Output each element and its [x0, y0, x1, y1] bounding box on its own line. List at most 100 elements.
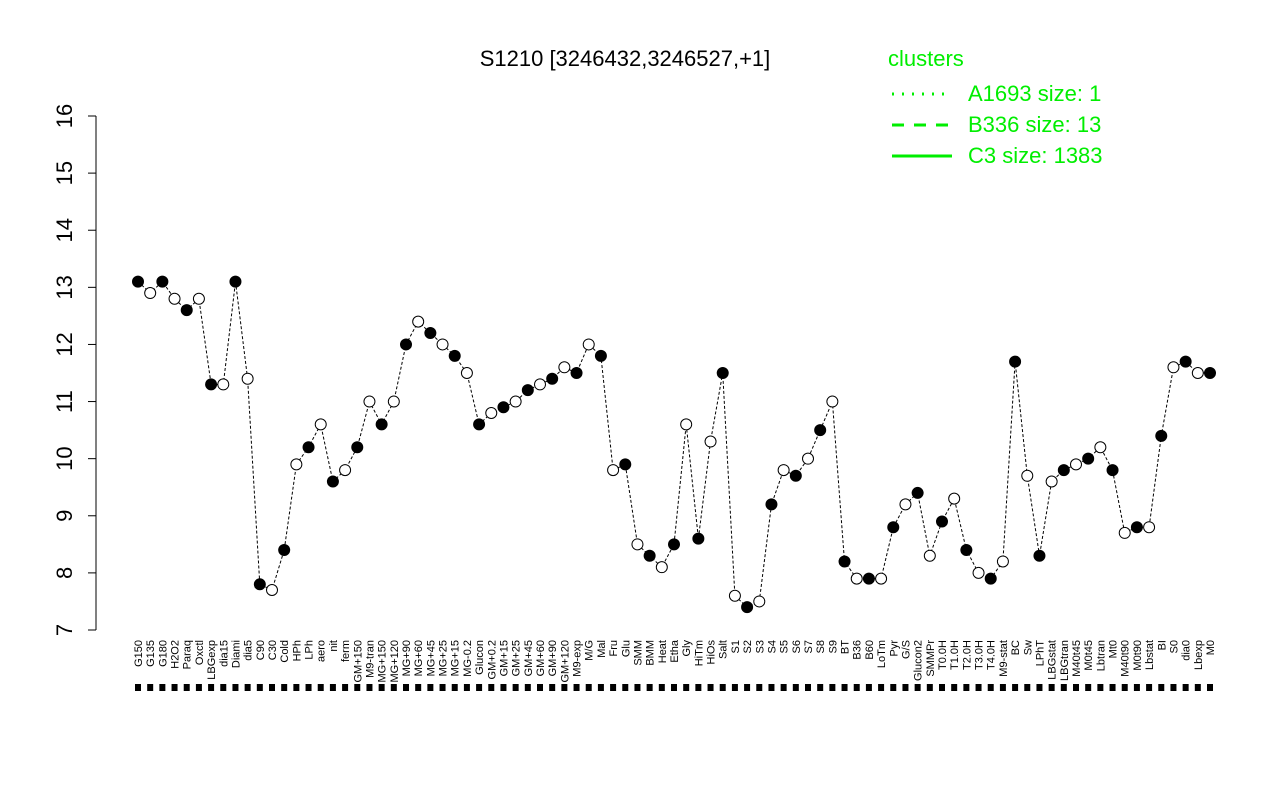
data-point: [180, 304, 193, 317]
x-tick-label: GM+150: [352, 640, 364, 683]
data-point: [351, 441, 364, 454]
rug-marker: [1048, 684, 1055, 691]
data-point: [887, 521, 900, 534]
x-tick-label: HiOs: [706, 640, 718, 665]
data-point: [802, 452, 814, 465]
rug-marker: [256, 684, 263, 691]
data-point: [375, 418, 388, 431]
rug-marker: [744, 684, 751, 691]
data-point: [631, 538, 644, 551]
data-point: [497, 401, 510, 414]
data-point: [668, 538, 680, 551]
rug-marker: [951, 684, 958, 691]
rug-marker: [756, 684, 763, 691]
rug-marker: [1158, 684, 1165, 691]
rug-marker: [646, 684, 653, 691]
data-point: [607, 464, 620, 477]
x-tick-label: T4.0H: [986, 640, 998, 670]
data-point: [1118, 526, 1131, 539]
rug-marker: [1012, 684, 1019, 691]
x-tick-labels: G150 G135 G180 H2O2 Paraq Oxctl LBGexp dia15 Dia…: [133, 639, 1217, 691]
x-tick-label: S2: [742, 640, 754, 653]
rug-marker: [378, 684, 385, 691]
rug-marker: [488, 684, 495, 691]
rug-marker: [865, 684, 872, 691]
x-tick-label: M0t45: [1083, 640, 1095, 671]
rug-marker: [329, 684, 336, 691]
data-point: [692, 532, 705, 545]
series-line: [137, 280, 1210, 608]
data-point: [862, 572, 875, 585]
x-tick-label: G/S: [900, 640, 912, 659]
rug-marker: [1182, 684, 1189, 691]
rug-marker: [147, 684, 154, 691]
data-point: [229, 275, 242, 288]
x-tick-label: Lbexp: [1193, 640, 1205, 670]
x-tick-label: B36: [852, 640, 864, 660]
rug-marker: [1097, 684, 1104, 691]
x-tick-label: aero: [316, 640, 328, 662]
rug-marker: [135, 684, 141, 691]
legend-label-c3: C3 size: 1383: [968, 143, 1103, 168]
rug-marker: [829, 684, 836, 691]
x-tick-label: Gly: [681, 640, 693, 657]
x-tick-label: Mt0: [1108, 640, 1120, 658]
rug-marker: [244, 684, 251, 691]
rug-marker: [597, 684, 604, 691]
x-tick-label: S5: [779, 640, 791, 653]
data-point: [765, 498, 778, 511]
x-tick-label: Fru: [608, 640, 620, 657]
x-tick-label: B60: [864, 640, 876, 660]
rug-marker: [939, 684, 945, 691]
rug-marker: [683, 684, 690, 691]
x-tick-label: nit: [328, 640, 340, 652]
data-point: [850, 572, 863, 585]
x-tick-label: S4: [766, 640, 778, 653]
data-point: [655, 561, 668, 574]
y-tick-label: 12: [52, 332, 77, 356]
data-point: [412, 315, 425, 328]
x-tick-label: dia15: [218, 640, 230, 667]
y-tick-label: 11: [52, 390, 77, 413]
data-point: [156, 275, 169, 288]
rug-marker: [707, 684, 714, 691]
data-point: [314, 418, 327, 431]
x-tick-label: Glu: [620, 640, 632, 657]
data-point: [936, 515, 948, 528]
x-tick-label: G150: [133, 640, 145, 667]
rug-marker: [731, 684, 738, 691]
rug-marker: [841, 684, 848, 691]
x-tick-label: Diami: [230, 640, 242, 668]
rug-marker: [342, 684, 349, 691]
rug-marker: [622, 684, 629, 691]
data-point: [741, 601, 754, 614]
rug-marker: [451, 684, 458, 691]
x-tick-label: M40t90: [1120, 640, 1132, 677]
rug-marker: [975, 684, 982, 691]
data-point: [984, 572, 997, 585]
data-point: [278, 544, 291, 557]
data-point: [132, 275, 144, 288]
rug-marker: [890, 684, 897, 691]
data-point: [1191, 367, 1204, 379]
x-tick-label: MG+150: [377, 640, 389, 683]
data-point: [728, 589, 741, 602]
x-tick-label: T1.0H: [949, 640, 961, 670]
data-point: [436, 338, 449, 351]
rug-marker: [1024, 684, 1031, 691]
x-tick-label: S1: [730, 640, 742, 653]
x-tick-label: Lbtran: [1095, 640, 1107, 671]
x-tick-label: T3.0H: [974, 640, 986, 670]
data-point: [400, 338, 412, 351]
rug-marker: [987, 684, 994, 691]
x-tick-label: Etha: [669, 639, 681, 663]
x-tick-label: LBGexp: [206, 640, 218, 680]
x-tick-label: S7: [803, 640, 815, 653]
rug-marker: [878, 684, 885, 691]
data-point: [619, 458, 632, 471]
data-point: [716, 367, 729, 379]
x-tick-label: MG+60: [413, 640, 425, 676]
data-point: [960, 544, 973, 557]
data-point: [424, 327, 437, 340]
rug-marker: [1170, 684, 1177, 691]
